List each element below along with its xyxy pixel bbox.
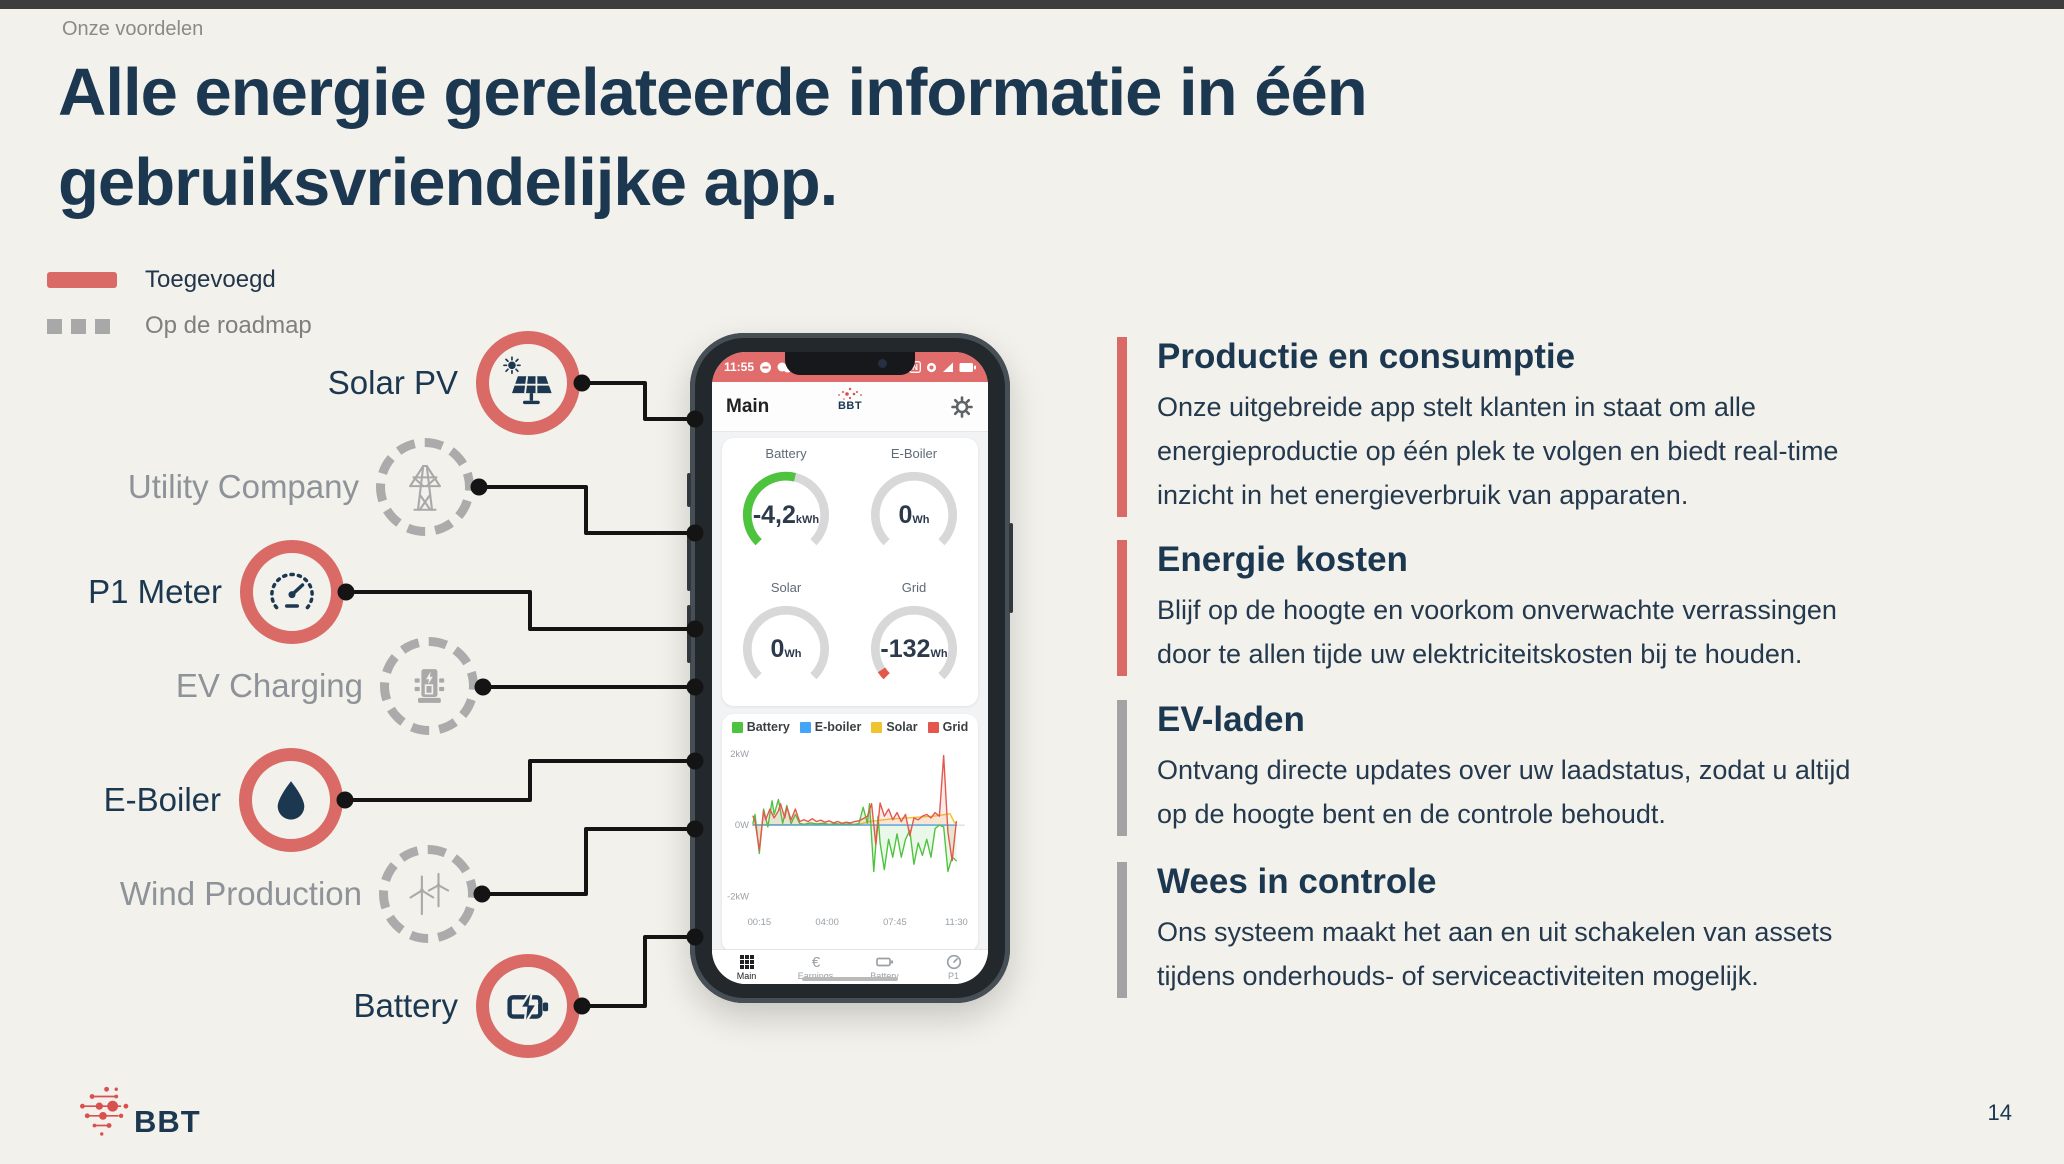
ev-charger-icon: [414, 669, 445, 703]
asset-circle-battery: [476, 954, 580, 1058]
legend-added: Toegevoegd: [47, 266, 276, 294]
svg-text:2kW: 2kW: [730, 748, 749, 759]
status-time: 11:55: [724, 360, 755, 374]
app-brand-logo: BBT: [835, 387, 865, 412]
app-header: Main BBT: [712, 382, 988, 432]
asset-circle-ev-charging: [380, 637, 478, 735]
section-title: Wees in controle: [1157, 862, 1437, 901]
gauge-grid: Grid -132Wh: [850, 572, 978, 706]
asset-label-ev-charging: EV Charging: [175, 667, 363, 704]
footer-brand-logo: BBT: [70, 1082, 201, 1140]
chart-legend: Battery E-boiler Solar Grid: [724, 720, 976, 734]
wind-turbine-icon: [409, 872, 450, 916]
nav-item-main[interactable]: Main: [712, 950, 781, 984]
nav-item-p1[interactable]: P1: [919, 950, 988, 984]
gauge-battery: Battery -4,2kWh: [722, 438, 850, 572]
solar-panel-icon: [503, 356, 552, 405]
gauge-solar: Solar 0Wh: [722, 572, 850, 706]
asset-label-e-boiler: E-Boiler: [103, 781, 221, 818]
phone-screen: 11:55 N Main BBT: [712, 352, 988, 984]
section-body: Onze uitgebreide app stelt klanten in st…: [1157, 392, 1839, 511]
svg-text:0W: 0W: [735, 819, 749, 830]
legend-roadmap: Op de roadmap: [47, 312, 312, 340]
page-title: Alle energie gerelateerde informatie in …: [58, 48, 1368, 228]
asset-circle-wind-production: [379, 845, 477, 943]
asset-circle-solar-pv: [476, 331, 580, 435]
svg-text:11:30: 11:30: [945, 916, 968, 927]
chart-card: Battery E-boiler Solar Grid 2kW 0W -2kW 00:…: [722, 714, 978, 952]
water-drop-icon: [277, 781, 305, 820]
signal-icon: [943, 362, 953, 372]
asset-label-wind-production: Wind Production: [119, 875, 362, 912]
section-energie-kosten: Energie kosten Blijf op de hoogte en voo…: [1117, 540, 2057, 677]
euro-icon: €: [811, 954, 820, 970]
section-ev-laden: EV-laden Ontvang directe updates over uw…: [1117, 700, 2057, 837]
added-swatch: [47, 272, 117, 288]
section-productie-en-consumptie: Productie en consumptie Onze uitgebreide…: [1117, 337, 2057, 518]
app-body: Battery -4,2kWh E-Boiler 0Wh Solar: [712, 432, 988, 952]
phone-mockup: 11:55 N Main BBT: [687, 333, 1013, 1003]
home-indicator[interactable]: [802, 977, 898, 981]
phone-notch: [785, 352, 915, 375]
section-title: Productie en consumptie: [1157, 337, 1576, 376]
footer-brand-text: BBT: [134, 1104, 201, 1139]
eyebrow: Onze voordelen: [62, 18, 204, 40]
page-number: 14: [1987, 1100, 2012, 1125]
phone-mute-switch: [687, 473, 691, 507]
legend-roadmap-label: Op de roadmap: [145, 312, 312, 339]
phone-volume-up: [687, 533, 691, 591]
meter-gauge-icon: [270, 572, 314, 610]
settings-gear-icon[interactable]: [950, 395, 974, 419]
transmission-tower-icon: [409, 464, 441, 511]
asset-label-solar-pv: Solar PV: [327, 364, 458, 401]
grid-icon: [739, 954, 754, 969]
gauge-e-boiler: E-Boiler 0Wh: [850, 438, 978, 572]
svg-text:-2kW: -2kW: [727, 890, 749, 901]
bbt-dots-icon: [838, 387, 862, 400]
section-title: Energie kosten: [1157, 540, 1408, 579]
asset-circle-e-boiler: [239, 748, 343, 852]
title-line-1: Alle energie gerelateerde informatie in …: [58, 55, 1368, 130]
svg-text:04:00: 04:00: [815, 916, 839, 927]
bbt-dots-icon: [80, 1086, 129, 1136]
svg-text:N: N: [912, 363, 918, 372]
phone-power-button: [1009, 523, 1013, 613]
svg-text:00:15: 00:15: [748, 916, 772, 927]
battery-bolt-icon: [507, 987, 549, 1025]
asset-label-p1-meter: P1 Meter: [88, 573, 222, 610]
notification-icon: [760, 361, 772, 373]
phone-volume-down: [687, 605, 691, 663]
battery-status-icon: [959, 362, 976, 372]
gauges-card: Battery -4,2kWh E-Boiler 0Wh Solar: [722, 438, 978, 706]
front-camera: [878, 359, 887, 368]
section-title: EV-laden: [1157, 700, 1305, 739]
section-wees-in-controle: Wees in controle Ons systeem maakt het a…: [1117, 862, 2057, 999]
title-line-2: gebruiksvriendelijke app.: [58, 145, 838, 220]
asset-label-utility-company: Utility Company: [127, 468, 359, 505]
legend-added-label: Toegevoegd: [145, 266, 276, 293]
asset-circle-utility-company: [376, 438, 474, 536]
nav-item-battery[interactable]: Battery: [850, 950, 919, 984]
app-screen-title: Main: [726, 395, 770, 417]
energy-line-chart: 2kW 0W -2kW 00:15 04:00 07:45 11:30: [727, 748, 968, 927]
asset-label-battery: Battery: [353, 987, 458, 1024]
svg-text:07:45: 07:45: [883, 916, 907, 927]
window-top-bar: [0, 0, 2064, 9]
meter-icon: [946, 954, 961, 969]
roadmap-swatch: [47, 318, 117, 334]
battery-icon: [875, 957, 893, 966]
app-brand-text: BBT: [837, 400, 863, 412]
svg-text:€: €: [811, 954, 820, 970]
section-body: Ons systeem maakt het aan en uit schakel…: [1157, 917, 1833, 992]
nav-item-earnings[interactable]: € Earnings: [797, 953, 834, 981]
alarm-icon: [926, 362, 937, 372]
section-body: Blijf op de hoogte en voorkom onverwacht…: [1157, 595, 1837, 670]
section-body: Ontvang directe updates over uw laadstat…: [1157, 755, 1851, 830]
asset-circle-p1-meter: [240, 540, 344, 644]
